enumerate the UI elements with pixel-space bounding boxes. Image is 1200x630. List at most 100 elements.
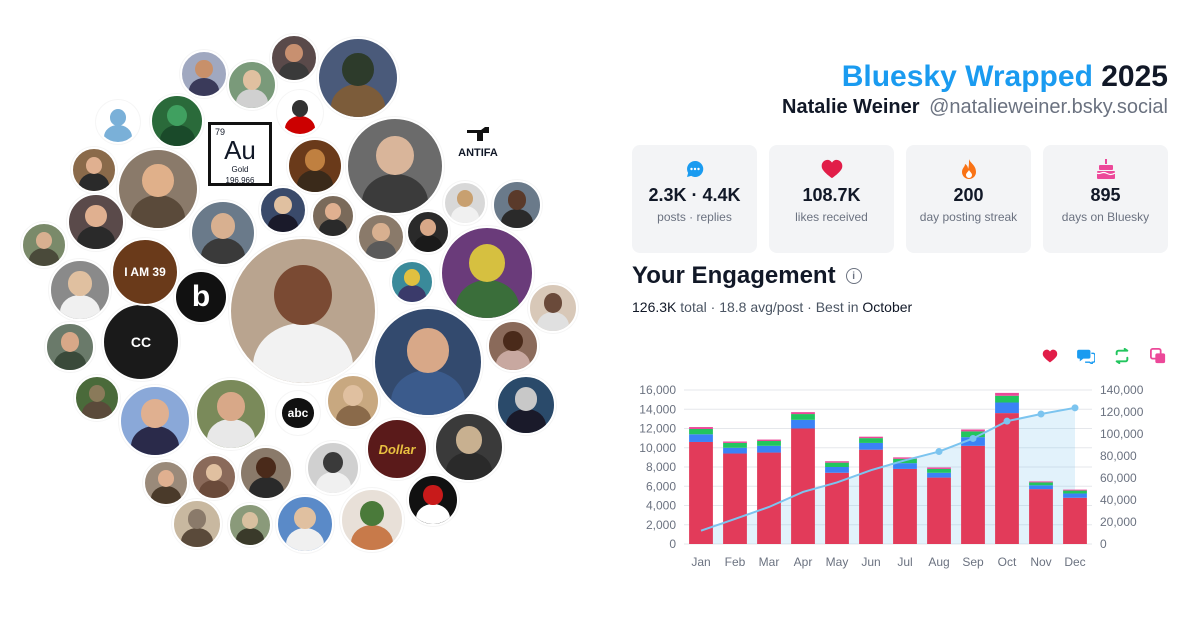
avatar-woman-red[interactable] [326,374,380,428]
avatar-green-room[interactable] [150,94,204,148]
avatar-cap[interactable] [117,148,199,230]
avatar-body [500,208,534,228]
avatar-body [188,77,220,96]
y-left-tick-label: 16,000 [639,383,676,397]
avatar-body [319,219,347,236]
avatar-man-dark[interactable] [492,180,542,230]
avatar-vintage-room[interactable] [287,138,343,194]
info-icon[interactable]: i [845,268,862,284]
bar-segment-oct-1 [995,402,1019,414]
avatar-body [278,61,310,80]
avatar-cartoon-hat[interactable] [390,260,434,304]
bar-segment-dec-2 [1063,490,1087,494]
avatar-family[interactable] [143,460,189,506]
bar-segment-jun-0 [859,449,883,544]
avatar-woman-closeup[interactable] [311,194,355,238]
year-title: 2025 [1101,60,1168,93]
avatar-portrait-bw[interactable] [406,210,450,254]
avatar-dollar[interactable]: Dollar [366,418,428,480]
avatar-basketball[interactable] [306,441,360,495]
engagement-best-prefix: Best in [815,299,859,315]
avatar-body [252,322,354,383]
avatar-tree[interactable] [317,37,399,119]
avatar-main[interactable] [229,237,377,385]
bar-segment-oct-2 [995,395,1019,403]
avatar-outdoor[interactable] [21,222,67,268]
y-right-tick-label: 60,000 [1100,471,1137,485]
bar-segment-feb-3 [723,441,747,443]
antifa-avatar[interactable]: ANTIFA [456,126,500,170]
bar-segment-nov-3 [1029,481,1053,483]
y-left-tick-label: 6,000 [646,479,676,493]
avatar-glasses-man[interactable] [346,117,444,215]
gold-element-avatar[interactable]: 79 Au Gold 196.966 [208,122,272,186]
stats-row: 2.3K · 4.4K posts · replies 108.7K likes… [632,145,1168,253]
avatar-dog-man[interactable] [443,181,487,225]
avatar-head [469,244,505,282]
avatar-blonde[interactable] [259,186,307,234]
avatar-tunes[interactable] [96,100,140,144]
avatar-i-am[interactable]: I AM 39 [111,238,179,306]
avatar-cartoon[interactable] [440,226,534,320]
avatar-man-curly[interactable] [239,446,293,500]
replies-icon[interactable] [1076,346,1096,366]
avatar-cartoon-man[interactable] [119,385,191,457]
avatar-head [406,328,450,373]
page-title: Bluesky Wrapped 2025 [842,60,1168,94]
avatar-cartoon-flag[interactable] [277,90,323,136]
avatar-woman-white[interactable] [195,378,267,450]
avatar-red-glasses[interactable] [67,193,125,251]
avatar-woman-curly[interactable] [528,283,578,333]
avatar-cc[interactable]: CC [102,303,180,381]
avatar-logo-red[interactable] [407,474,459,526]
bar-segment-jan-3 [689,427,713,429]
avatar-sunglasses[interactable] [71,147,117,193]
avatar-body [506,409,546,433]
avatar-head [157,469,175,488]
avatar-group[interactable] [357,213,405,261]
avatar-head [503,330,523,351]
avatar-stairs[interactable] [74,375,120,421]
avatar-body [351,524,393,550]
avatar-woman-bangs[interactable] [487,320,539,372]
avatar-abc[interactable]: abc [276,391,320,435]
y-left-tick-label: 4,000 [646,499,676,513]
avatar-tree-pot[interactable] [340,488,404,552]
bar-segment-mar-1 [757,445,781,453]
avatar-baseball[interactable] [276,495,334,553]
au-number: 79 [215,127,226,137]
avatar-couple[interactable] [228,503,272,547]
avatar-man-bw[interactable] [434,412,504,482]
stat-label: day posting streak [919,210,1018,224]
reposts-icon[interactable] [1112,346,1132,366]
bar-segment-nov-2 [1029,482,1053,486]
avatar-head [423,484,443,505]
avatar-tshirt[interactable] [49,259,111,321]
avatar-woman-dark-hair[interactable] [180,50,228,98]
avatar-billboard[interactable]: b [174,270,228,324]
bar-segment-jun-1 [859,442,883,450]
avatar-body [414,235,442,252]
avatar-beard-man[interactable] [190,200,256,266]
avatar-baby[interactable] [191,454,237,500]
bar-segment-oct-3 [995,392,1019,396]
avatar-body [248,477,284,498]
y-left-tick-label: 8,000 [646,460,676,474]
bar-segment-jan-1 [689,434,713,442]
avatar-bald-man[interactable] [227,60,277,110]
avatar-sepia[interactable] [172,499,222,549]
likes-icon[interactable] [1040,346,1060,366]
avatar-glasses-dark[interactable] [270,34,318,82]
stat-card-posts: 2.3K · 4.4K posts · replies [632,145,757,253]
avatar-man-couch[interactable] [45,322,95,372]
bar-segment-mar-3 [757,439,781,442]
x-tick-label: Jun [861,555,880,569]
y-left-tick-label: 2,000 [646,518,676,532]
x-tick-label: Nov [1030,555,1051,569]
avatar-helmet[interactable] [496,375,556,435]
bar-segment-may-2 [825,462,849,467]
avatar-blue-shirt[interactable] [373,307,483,417]
stat-value: 108.7K [802,185,861,205]
avatar-body [201,237,245,264]
quotes-icon[interactable] [1148,346,1168,366]
